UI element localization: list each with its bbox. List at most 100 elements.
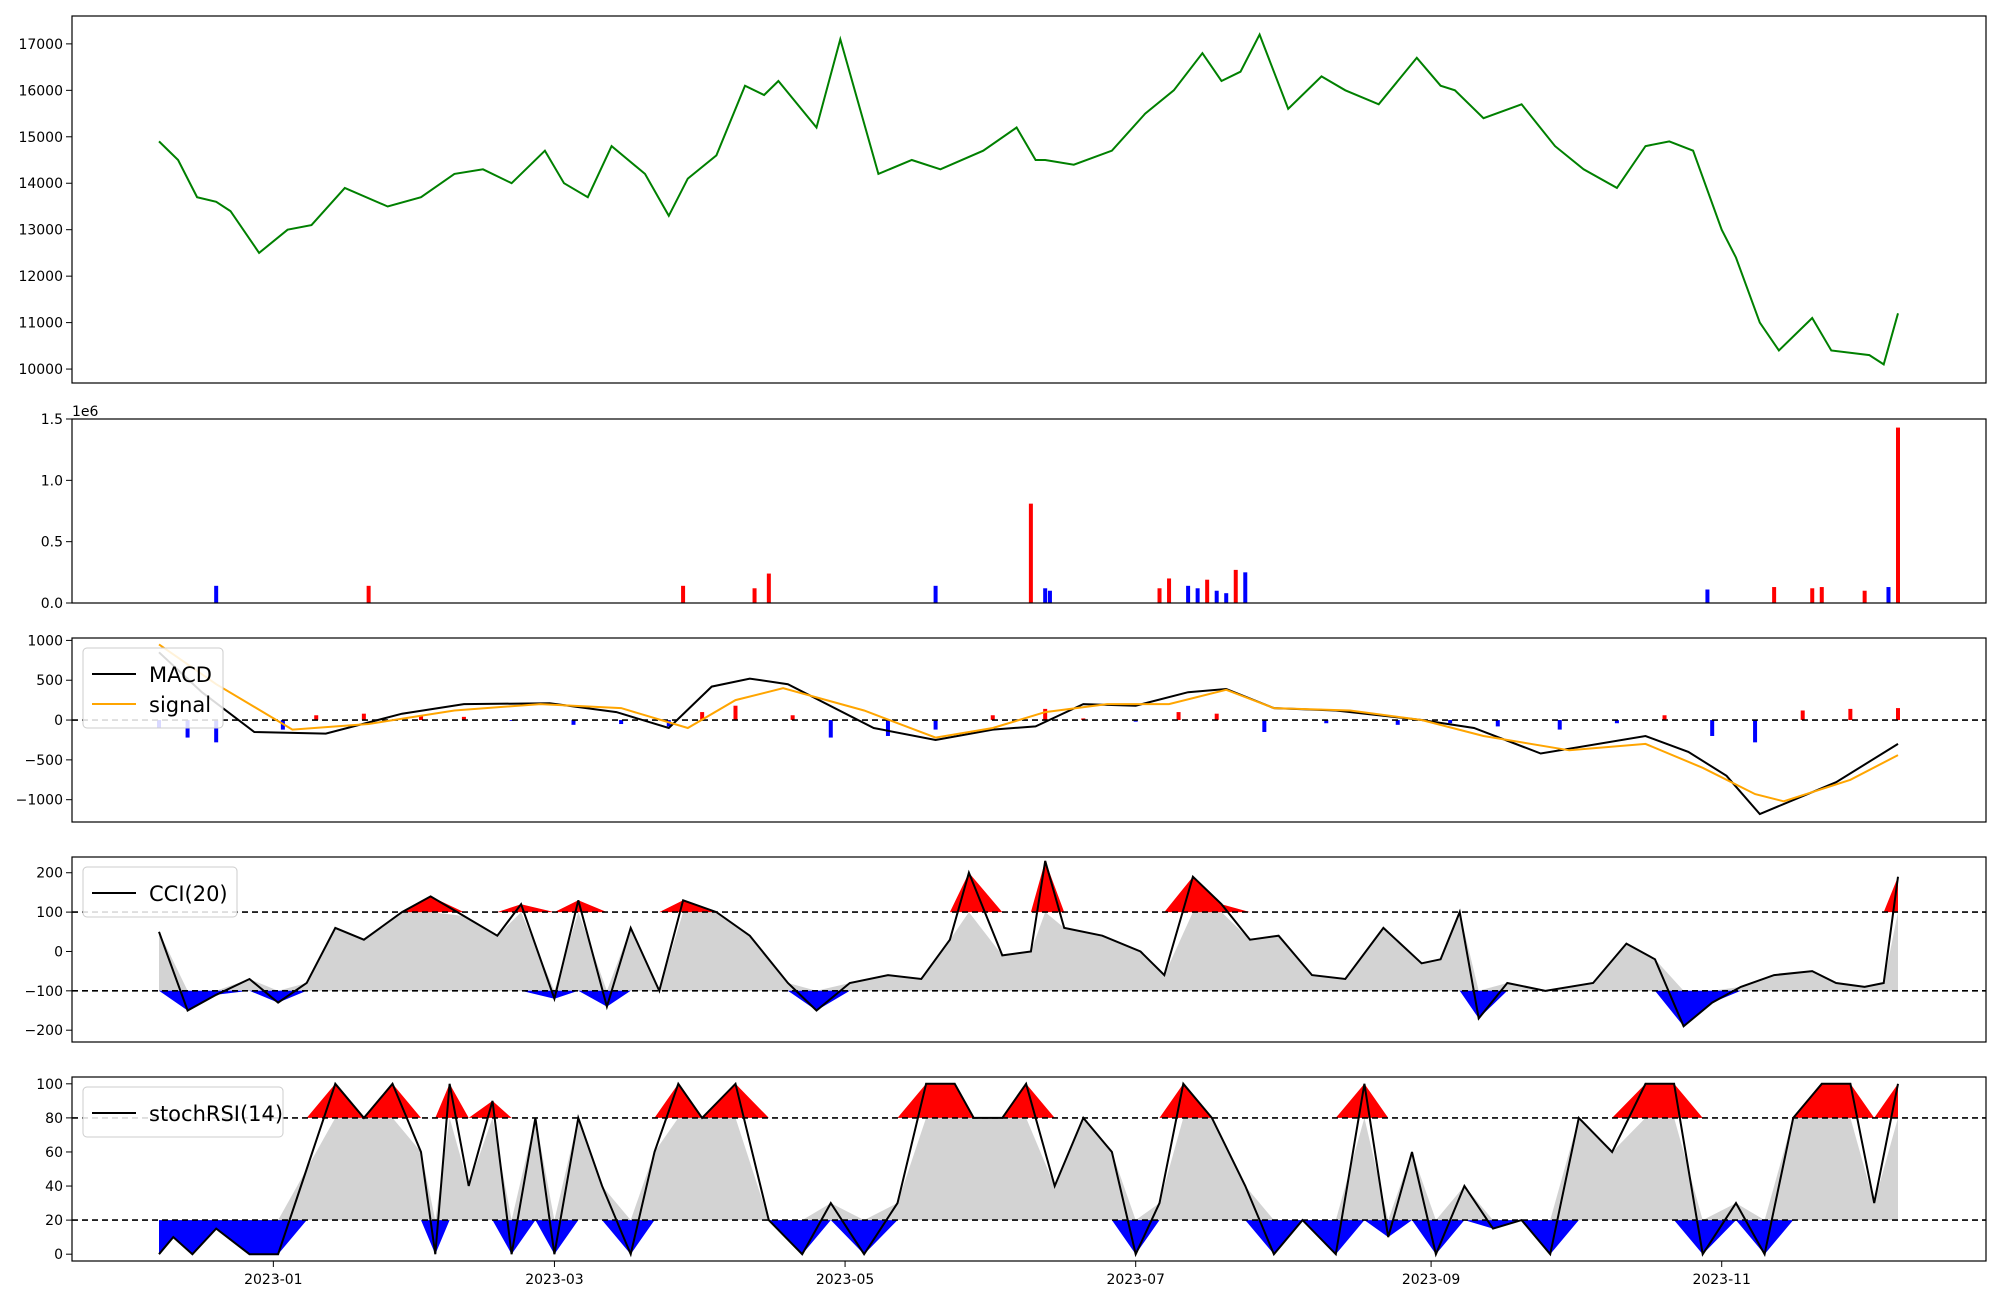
- legend-box: [82, 647, 224, 729]
- price-y-tick-label: 10000: [18, 362, 63, 378]
- macd-histogram-bar: [1176, 712, 1181, 721]
- price-y-tick-label: 11000: [18, 316, 63, 332]
- x-tick-label: 2023-07: [1106, 1272, 1165, 1288]
- volume-bar: [1195, 588, 1200, 603]
- oversold-fill: [159, 990, 1898, 1027]
- volume-bar: [1896, 427, 1900, 603]
- volume-bar: [214, 585, 219, 603]
- volume-bar: [1047, 590, 1052, 603]
- volume-y-tick-label: 1.0: [41, 473, 63, 489]
- macd-histogram-bar: [214, 720, 219, 743]
- macd-histogram-bar: [885, 720, 890, 736]
- stochrsi-y-tick-label: 80: [45, 1111, 63, 1127]
- macd-histogram-bar: [1614, 720, 1619, 724]
- price-y-tick-label: 12000: [18, 269, 63, 285]
- macd-panel: −1000 −500 0 500 1000 MACD signal: [16, 633, 1987, 823]
- volume-y-tick-label: 1.5: [41, 412, 63, 428]
- legend-box: [82, 866, 238, 918]
- stochrsi-panel: 0 20 40 60 80 100 stochRSI(14): [36, 1076, 1987, 1263]
- overbought-fill: [159, 860, 1898, 913]
- macd-histogram-bar: [1662, 715, 1667, 721]
- x-tick-label: 2023-11: [1692, 1272, 1751, 1288]
- macd-histogram-bar: [1557, 720, 1562, 730]
- x-tick-label: 2023-01: [244, 1272, 303, 1288]
- cci-y-tick-label: 200: [36, 866, 63, 882]
- macd-histogram-bar: [1448, 720, 1453, 724]
- volume-bar: [1205, 579, 1210, 603]
- volume-bar: [766, 573, 771, 603]
- macd-y-tick-label: 500: [36, 673, 63, 689]
- volume-bar: [681, 585, 686, 603]
- stochrsi-y-tick-label: 20: [45, 1213, 63, 1229]
- x-tick-label: 2023-03: [525, 1272, 584, 1288]
- macd-histogram-bar: [990, 715, 995, 721]
- macd-histogram-bar: [1753, 720, 1758, 743]
- price-y-tick-label: 15000: [18, 130, 63, 146]
- macd-histogram-bar: [185, 720, 190, 738]
- cci-y-tick-label: −200: [25, 1023, 63, 1039]
- volume-bar: [366, 585, 371, 603]
- macd-histogram-bar: [619, 720, 624, 725]
- volume-bar: [1233, 569, 1238, 603]
- macd-histogram-bar: [1495, 720, 1500, 727]
- macd-histogram-bar: [790, 715, 795, 721]
- macd-histogram-bar: [1043, 708, 1048, 721]
- volume-bar: [1167, 578, 1172, 603]
- cci-y-tick-label: 0: [54, 944, 63, 960]
- macd-histogram-bar: [509, 720, 514, 721]
- volume-bar: [1214, 590, 1219, 603]
- legend-box: [82, 1086, 284, 1138]
- volume-bar: [1705, 589, 1710, 603]
- signal-line: [158, 643, 1899, 803]
- cci-y-tick-label: −100: [25, 984, 63, 1000]
- cci-y-tick-label: 100: [36, 905, 63, 921]
- neutral-zone-fill: [159, 1117, 1898, 1221]
- macd-histogram-bar: [1214, 713, 1219, 721]
- volume-offset-label: 1e6: [72, 404, 99, 420]
- x-axis: 2023-01 2023-03 2023-05 2023-07 2023-09 2023-…: [244, 1261, 1751, 1288]
- volume-bar: [1772, 587, 1777, 603]
- macd-y-tick-label: 1000: [27, 633, 63, 649]
- macd-histogram-bar: [933, 720, 938, 730]
- macd-y-tick-label: −1000: [16, 793, 63, 809]
- price-y-tick-label: 13000: [18, 223, 63, 239]
- volume-bar: [1186, 585, 1191, 603]
- volume-bar: [1819, 587, 1824, 603]
- stochrsi-y-tick-label: 60: [45, 1145, 63, 1161]
- macd-histogram-bar: [361, 713, 366, 721]
- legend-entry-0: CCI(20): [149, 882, 228, 906]
- stochrsi-y-tick-label: 0: [54, 1247, 63, 1263]
- macd-histogram-bar: [1395, 720, 1400, 725]
- volume-bar: [1862, 590, 1867, 603]
- macd-histogram-bar: [461, 716, 466, 721]
- volume-bar: [1810, 588, 1815, 603]
- stochrsi-line: [158, 1081, 1899, 1258]
- price-line: [158, 32, 1899, 366]
- macd-y-tick-label: −500: [25, 753, 63, 769]
- macd-histogram-bar: [1848, 708, 1853, 721]
- panel-frame: [71, 637, 1987, 823]
- volume-bar: [1243, 572, 1248, 603]
- price-y-tick-label: 17000: [18, 37, 63, 53]
- x-tick-label: 2023-05: [816, 1272, 875, 1288]
- cci-panel: −200 −100 0 100 200 CCI(20): [25, 856, 1987, 1043]
- macd-histogram-bar: [1324, 720, 1329, 724]
- legend-entry-0: stochRSI(14): [149, 1102, 283, 1126]
- volume-y-tick-label: 0.0: [41, 596, 63, 612]
- volume-bar: [933, 585, 938, 603]
- macd-histogram-bar: [1800, 710, 1805, 721]
- panel-frame: [71, 856, 1987, 1043]
- macd-histogram-bar: [571, 720, 576, 725]
- oversold-fill: [159, 1220, 1898, 1255]
- macd-histogram-bar: [828, 720, 833, 738]
- price-y-tick-label: 16000: [18, 83, 63, 99]
- panel-frame: [71, 418, 1987, 604]
- macd-histogram-bar: [700, 712, 705, 721]
- macd-histogram-bar: [733, 705, 738, 721]
- stochrsi-y-tick-label: 40: [45, 1179, 63, 1195]
- panel-frame: [71, 15, 1987, 384]
- volume-bar: [1886, 587, 1891, 603]
- macd-line: [158, 651, 1899, 816]
- macd-histogram-bar: [419, 715, 424, 721]
